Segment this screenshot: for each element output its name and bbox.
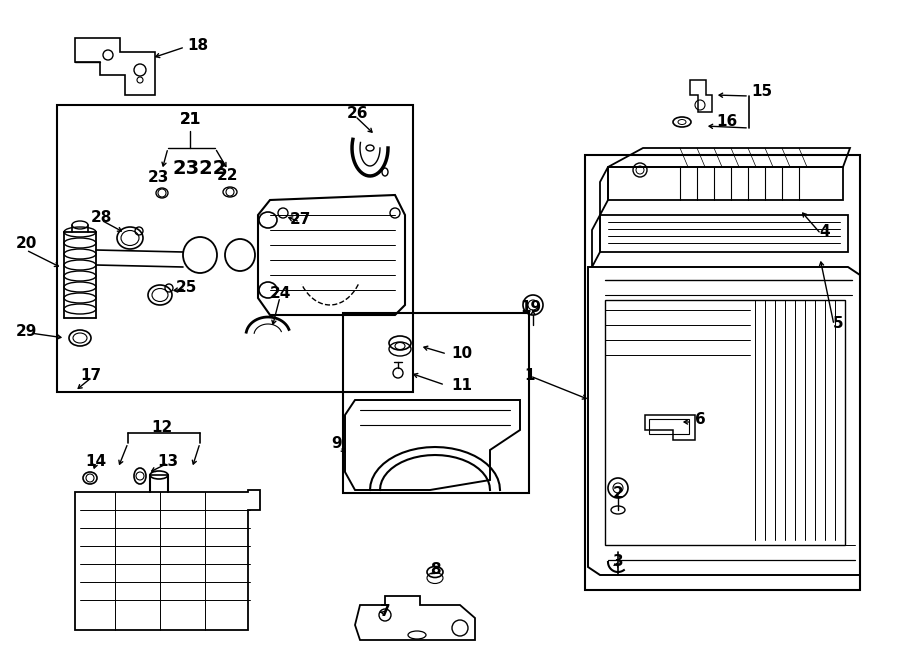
Text: 28: 28 <box>90 210 112 225</box>
Text: 2322: 2322 <box>173 159 227 178</box>
Text: 5: 5 <box>832 315 843 330</box>
Text: 17: 17 <box>80 368 102 383</box>
Bar <box>605 300 845 545</box>
Text: 26: 26 <box>347 106 369 122</box>
Text: 4: 4 <box>820 225 831 239</box>
Text: 14: 14 <box>86 453 106 469</box>
Text: 27: 27 <box>289 212 310 227</box>
Text: 2: 2 <box>613 486 624 502</box>
Text: 3: 3 <box>613 555 624 570</box>
Text: 16: 16 <box>716 114 738 130</box>
Text: 19: 19 <box>520 301 542 315</box>
Text: 18: 18 <box>187 38 209 54</box>
Text: 22: 22 <box>217 167 239 182</box>
Text: 9: 9 <box>332 436 342 451</box>
Text: 8: 8 <box>429 561 440 576</box>
Text: 7: 7 <box>380 605 391 619</box>
Text: 24: 24 <box>269 286 291 301</box>
Bar <box>585 155 860 590</box>
Text: 10: 10 <box>452 346 472 360</box>
Text: 21: 21 <box>179 112 201 128</box>
Text: 11: 11 <box>452 377 472 393</box>
Text: 21: 21 <box>179 112 201 128</box>
Text: 12: 12 <box>151 420 173 436</box>
Text: 13: 13 <box>158 453 178 469</box>
Text: 29: 29 <box>15 325 37 340</box>
Bar <box>649 419 689 434</box>
Text: 1: 1 <box>525 368 535 383</box>
Bar <box>57 105 413 392</box>
Text: 20: 20 <box>15 237 37 251</box>
Text: 23: 23 <box>148 171 168 186</box>
Text: 6: 6 <box>695 412 706 428</box>
Text: 25: 25 <box>176 280 197 295</box>
Bar <box>343 313 529 493</box>
Text: 15: 15 <box>752 83 772 98</box>
